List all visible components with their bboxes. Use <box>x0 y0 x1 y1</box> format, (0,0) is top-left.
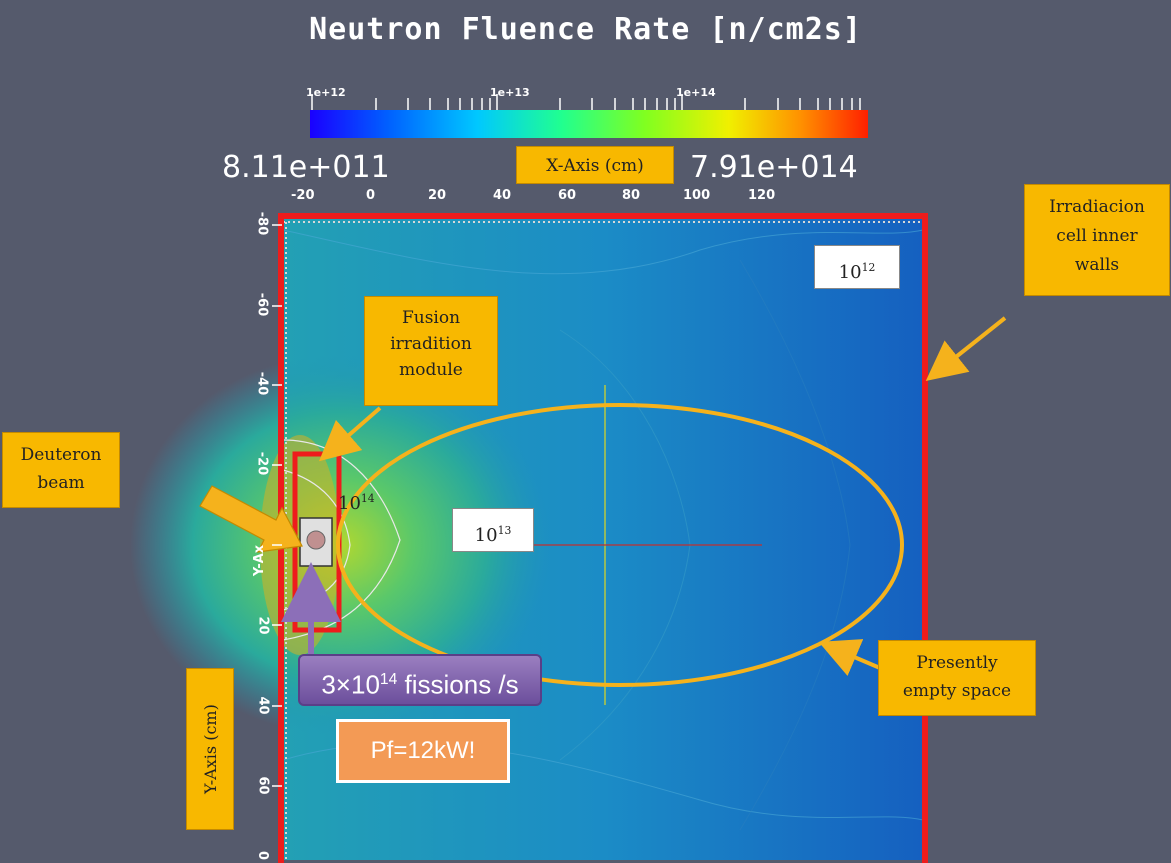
plot-title: Neutron Fluence Rate [n/cm2s] <box>309 12 862 47</box>
y-tick: 0 <box>255 850 271 861</box>
fissions-box: 3×1014 fissions /s <box>298 654 542 706</box>
x-tick: 120 <box>748 188 776 203</box>
colorbar-gradient <box>310 110 868 138</box>
x-tick: 20 <box>428 188 447 203</box>
x-tick: 100 <box>683 188 711 203</box>
y-tick: 20 <box>255 616 271 635</box>
colorbar-max-label: 7.91e+014 <box>690 150 858 185</box>
y-tick: -60 <box>254 292 270 317</box>
colorbar <box>310 94 868 138</box>
colorbar-ticks <box>311 94 861 110</box>
y-axis-title: Y-Axis (cm) <box>186 668 234 830</box>
deuteron-beam-callout: Deuteron beam <box>2 432 120 508</box>
colorbar-label-1e13: 1e+13 <box>490 86 530 99</box>
y-axis-partial-label: Y-Ax <box>252 544 268 577</box>
fusion-module-callout: Fusion irradition module <box>364 296 498 406</box>
y-tick: 40 <box>255 696 271 715</box>
x-tick: -20 <box>291 188 315 203</box>
y-tick: -40 <box>254 371 270 396</box>
y-tick: 60 <box>255 776 271 795</box>
x-tick: 0 <box>366 188 376 203</box>
flux-label-1e12: 1012 <box>814 245 900 289</box>
x-tick: 60 <box>558 188 577 203</box>
x-tick: 40 <box>493 188 512 203</box>
power-box: Pf=12kW! <box>336 719 510 783</box>
target-core <box>306 530 326 550</box>
colorbar-label-1e12: 1e+12 <box>306 86 346 99</box>
deuteron-beam-arrow <box>199 485 303 553</box>
colorbar-label-1e14: 1e+14 <box>676 86 716 99</box>
y-tick: -20 <box>254 451 270 476</box>
y-tick: -80 <box>254 211 270 236</box>
x-tick: 80 <box>622 188 641 203</box>
irradiation-walls-callout: Irradiacion cell inner walls <box>1024 184 1170 296</box>
empty-space-arrow <box>818 639 881 676</box>
empty-space-callout: Presently empty space <box>878 640 1036 716</box>
colorbar-min-label: 8.11e+011 <box>222 150 390 185</box>
x-axis-title: X-Axis (cm) <box>516 146 674 184</box>
empty-space-ellipse <box>336 403 904 687</box>
flux-label-1e13: 1013 <box>452 508 534 552</box>
flux-label-1e14: 1014 <box>338 492 375 514</box>
walls-arrow <box>925 316 1007 381</box>
module-arrow <box>318 406 382 462</box>
